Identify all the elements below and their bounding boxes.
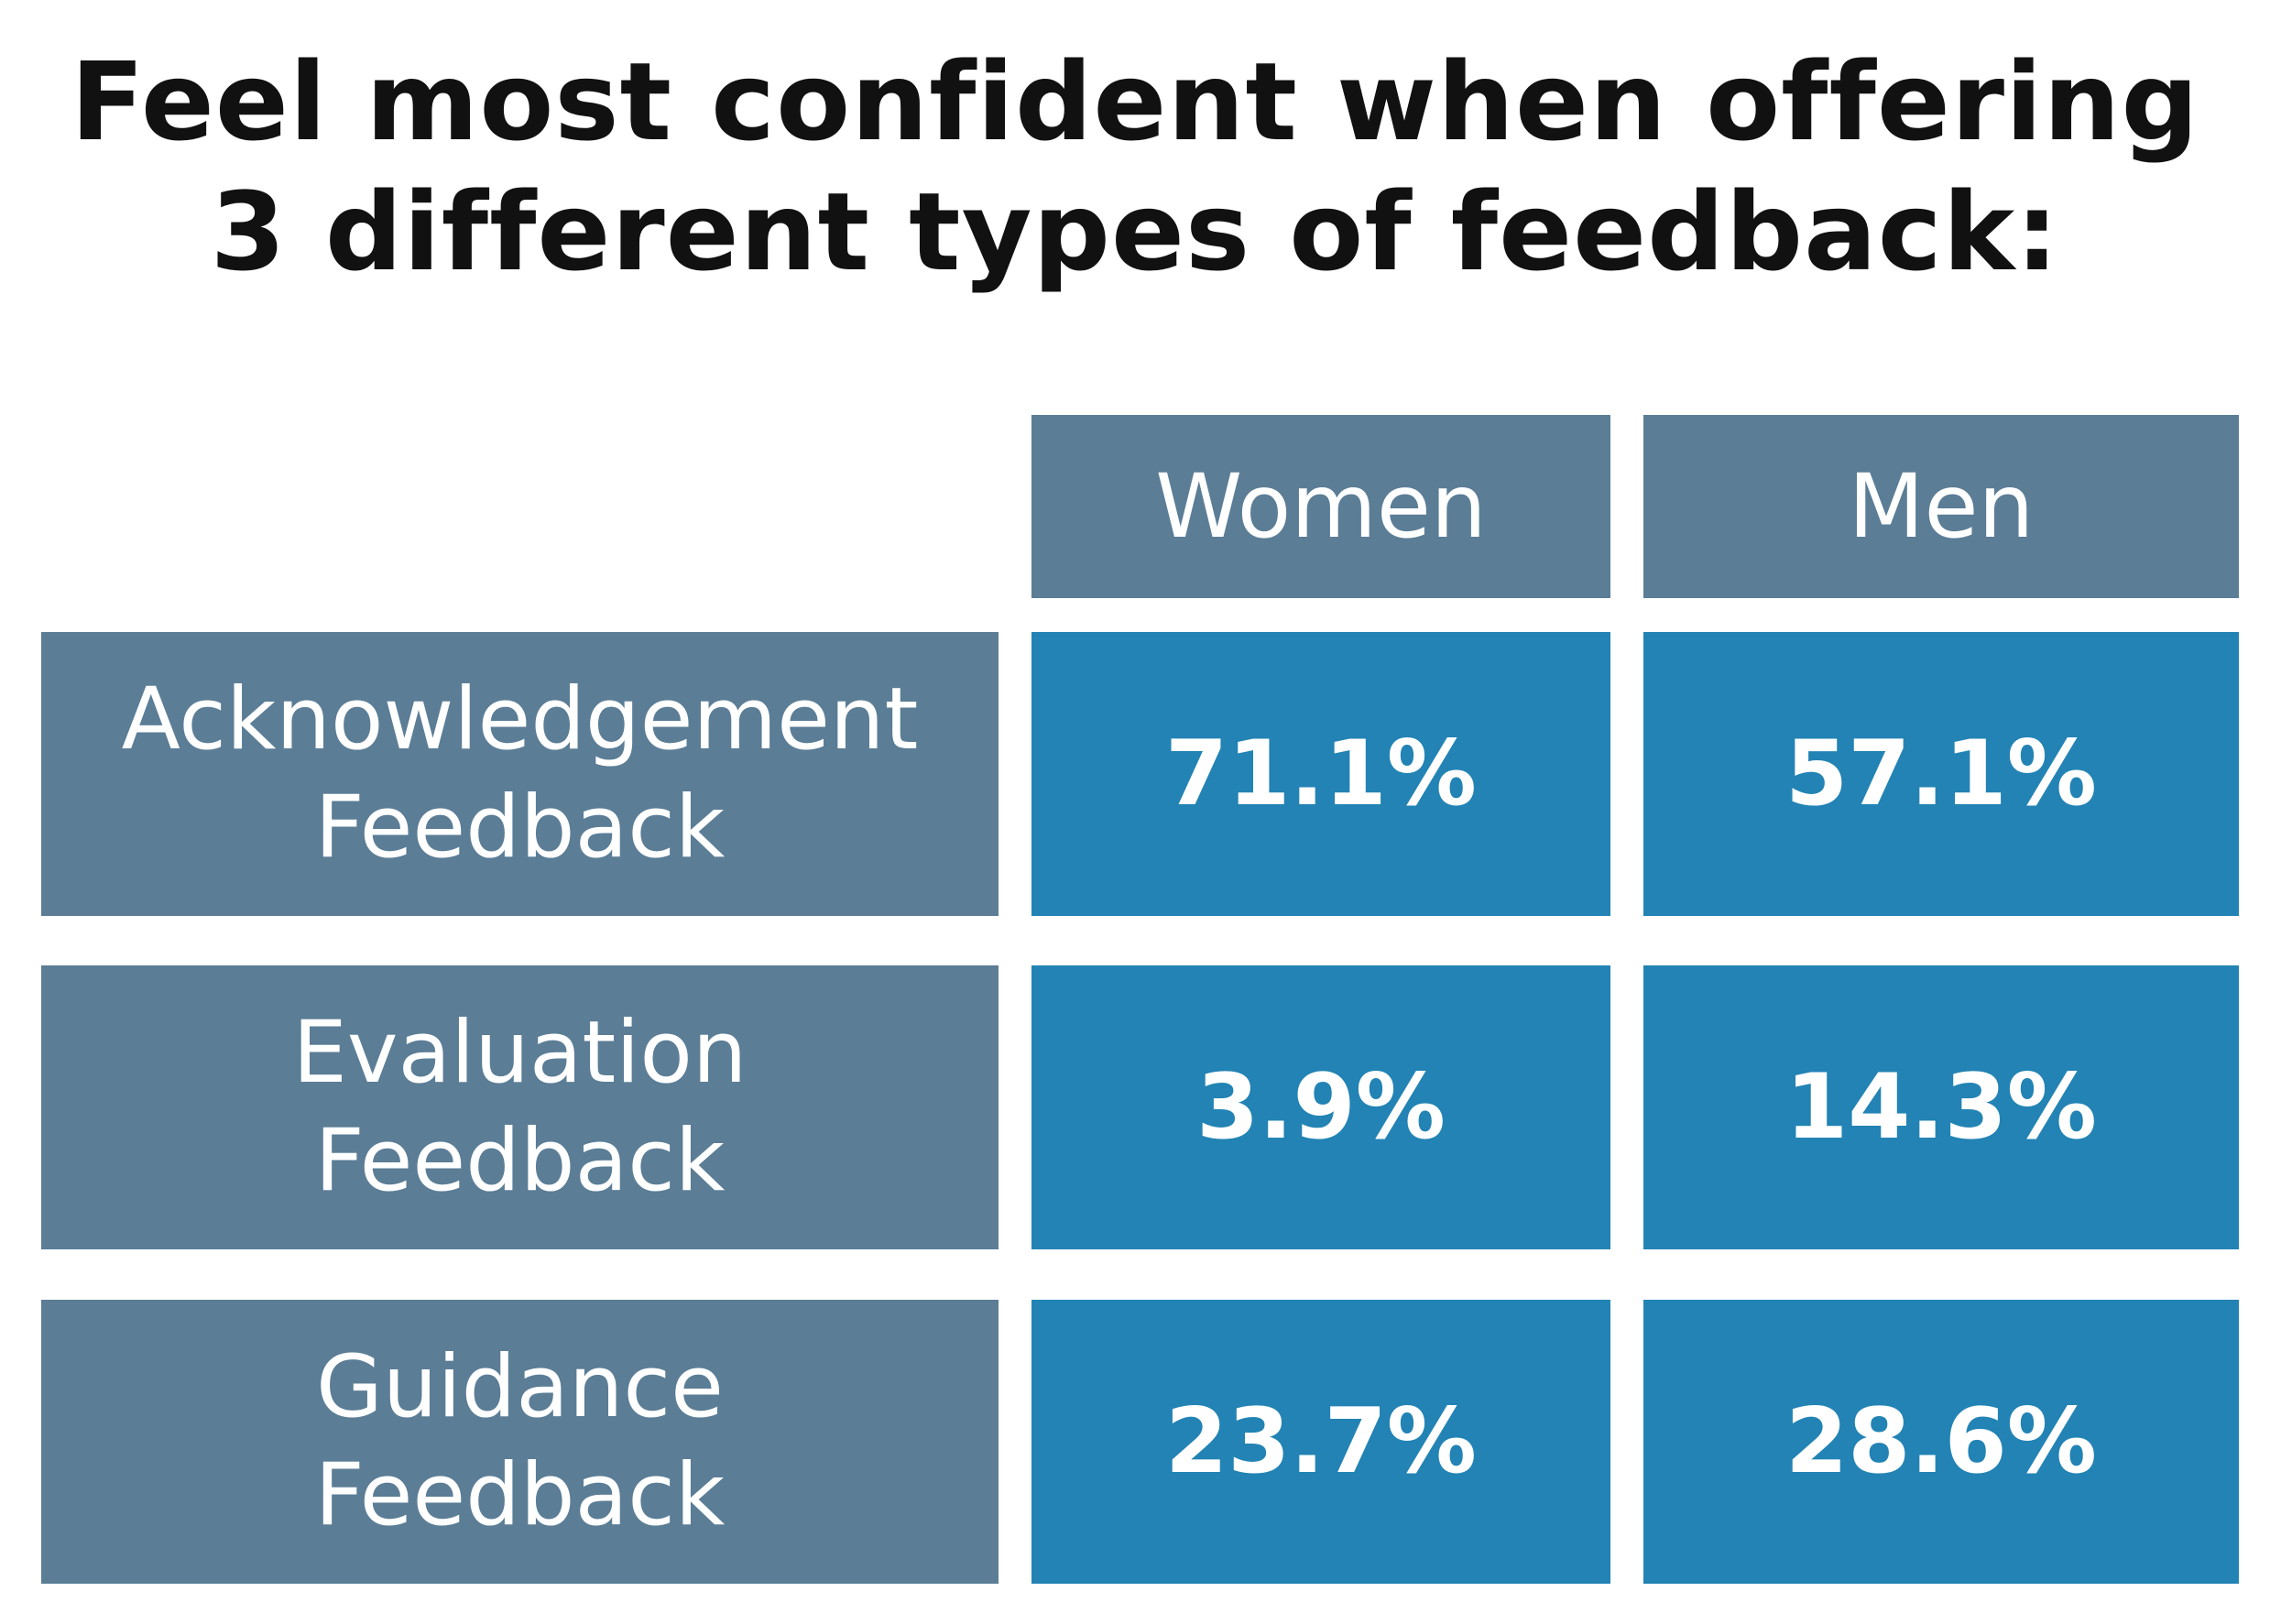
value-guidance-men: 28.6% — [1643, 1300, 2239, 1584]
row-label-line-2: Feedback — [314, 778, 726, 877]
value-evaluation-men: 14.3% — [1643, 965, 2239, 1249]
chart-title: Feel most confident when offering 3 diff… — [0, 37, 2270, 297]
value-evaluation-women: 3.9% — [1031, 965, 1610, 1249]
row-label-guidance: Guidance Feedback — [41, 1300, 999, 1584]
row-label-acknowledgement: Acknowledgement Feedback — [41, 632, 999, 916]
row-label-line-1: Guidance — [316, 1337, 724, 1437]
title-line-1: Feel most confident when offering — [71, 38, 2199, 165]
row-label-line-1: Evaluation — [292, 1003, 748, 1103]
row-label-line-2: Feedback — [314, 1445, 726, 1545]
value-guidance-women: 23.7% — [1031, 1300, 1610, 1584]
row-label-line-1: Acknowledgement — [121, 670, 919, 769]
value-acknowledgement-men: 57.1% — [1643, 632, 2239, 916]
row-label-evaluation: Evaluation Feedback — [41, 965, 999, 1249]
title-line-2: 3 different types of feedback: — [210, 169, 2060, 295]
column-header-women: Women — [1031, 415, 1610, 598]
column-header-men: Men — [1643, 415, 2239, 598]
value-acknowledgement-women: 71.1% — [1031, 632, 1610, 916]
row-label-line-2: Feedback — [314, 1111, 726, 1211]
